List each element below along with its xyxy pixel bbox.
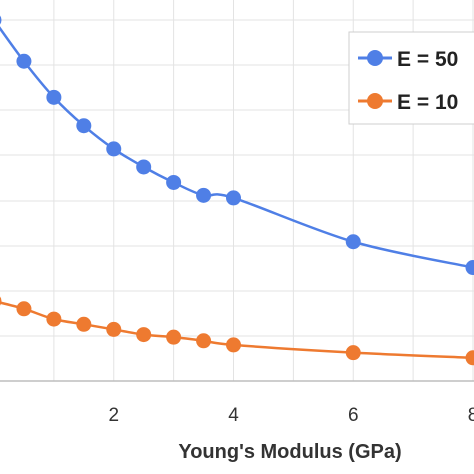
series-2-point-3 (76, 316, 92, 332)
series-1-point-10 (465, 260, 474, 276)
series-1-point-7 (196, 187, 212, 203)
series-2-point-6 (166, 329, 182, 345)
legend: E = 50 E = 10 (348, 31, 474, 125)
series-2-point-9 (345, 345, 361, 361)
series-2-point-8 (226, 337, 241, 353)
series-1-point-4 (106, 141, 122, 157)
series-1-point-8 (226, 190, 241, 206)
series-2-point-5 (136, 327, 152, 343)
series-2-point-1 (16, 301, 32, 317)
series-2-point-4 (106, 321, 122, 337)
series-2-point-7 (196, 333, 212, 349)
x-axis-label: Young's Modulus (GPa) (178, 441, 401, 463)
series-2 (0, 296, 474, 366)
series-2-point-10 (465, 350, 474, 366)
x-tick-label-2: 2 (108, 405, 119, 426)
series-layer (0, 15, 474, 366)
legend-box (348, 31, 474, 125)
series-1-point-9 (345, 234, 361, 250)
x-tick-labels: 2 4 6 8 (108, 405, 474, 426)
series-1 (0, 15, 474, 276)
x-tick-label-6: 6 (348, 405, 359, 426)
series-1-point-3 (76, 118, 92, 134)
legend-marker-1 (367, 50, 383, 66)
series-2-point-2 (46, 311, 62, 327)
series-1-point-0 (0, 15, 2, 25)
series-2-point-0 (0, 296, 2, 306)
legend-label-2: E = 10 (397, 91, 458, 114)
series-1-point-1 (16, 53, 32, 69)
legend-label-1: E = 50 (397, 48, 458, 71)
series-1-point-5 (136, 159, 152, 175)
x-tick-label-8: 8 (468, 405, 474, 426)
x-tick-label-4: 4 (228, 405, 239, 426)
series-1-point-6 (166, 174, 182, 190)
legend-marker-2 (367, 93, 383, 109)
series-1-point-2 (46, 89, 62, 105)
